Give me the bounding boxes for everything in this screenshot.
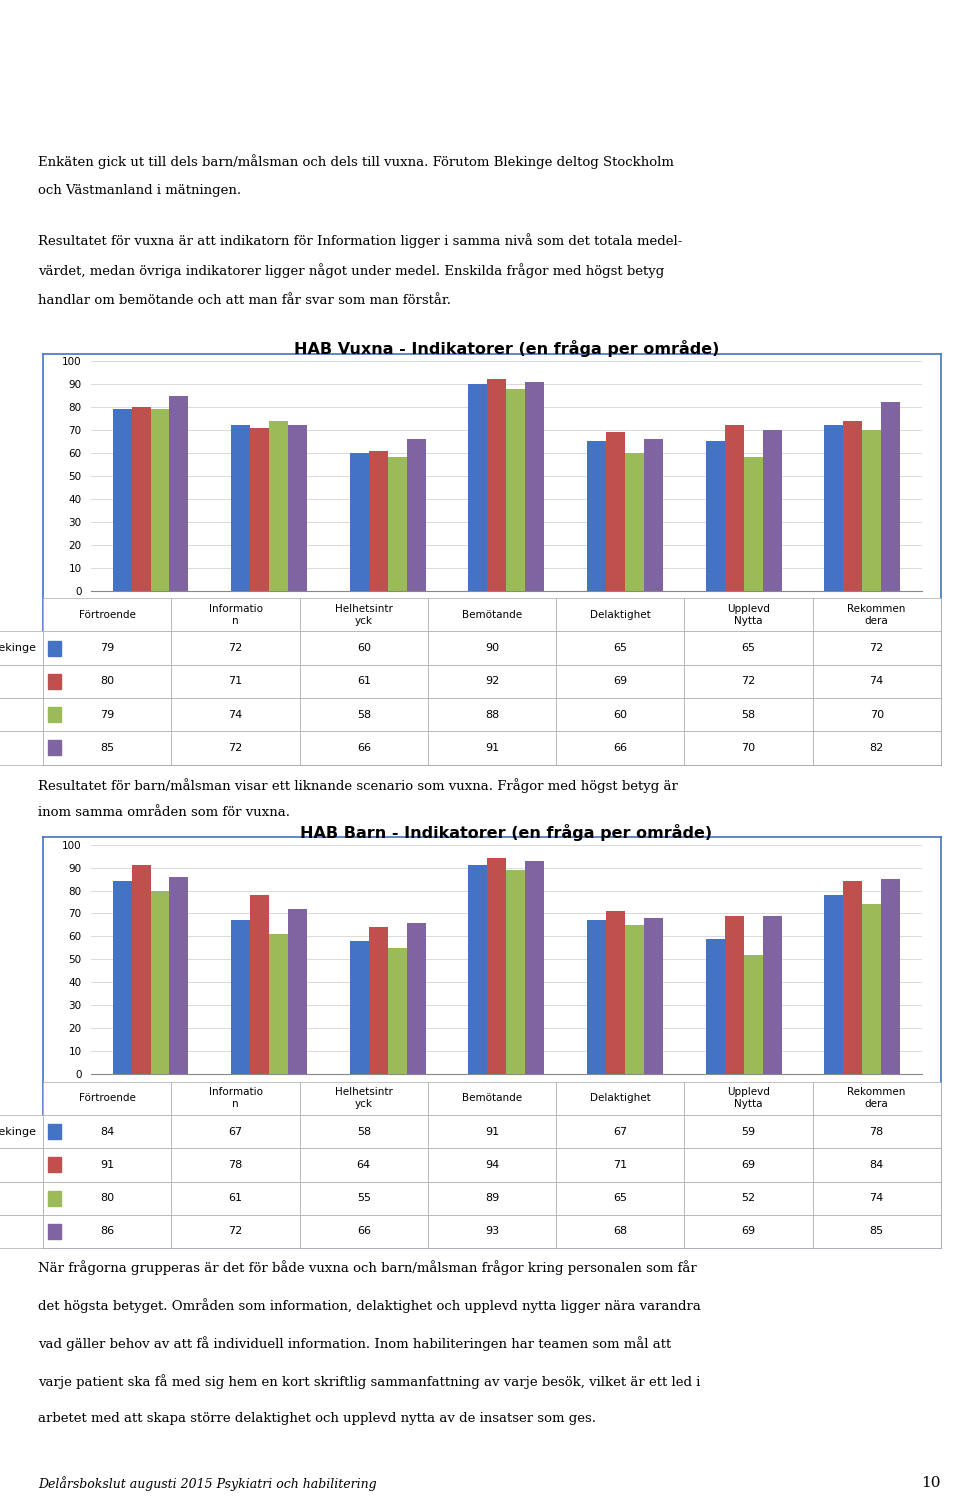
Bar [48, 707, 61, 722]
Text: När frågorna grupperas är det för både vuxna och barn/målsman frågor kring perso: När frågorna grupperas är det för både v… [38, 1260, 697, 1275]
Bar [48, 1224, 61, 1239]
Bar [507, 388, 525, 591]
Text: Enkäten gick ut till dels barn/målsman och dels till vuxna. Förutom Blekinge del: Enkäten gick ut till dels barn/målsman o… [38, 154, 674, 169]
Bar [48, 1157, 61, 1173]
Bar [588, 441, 606, 591]
Text: Resultatet för barn/målsman visar ett liknande scenario som vuxna. Frågor med hö: Resultatet för barn/målsman visar ett li… [38, 778, 679, 793]
Text: arbetet med att skapa större delaktighet och upplevd nytta av de insatser som ge: arbetet med att skapa större delaktighet… [38, 1413, 596, 1425]
Bar [706, 938, 725, 1074]
Text: det högsta betyget. Områden som information, delaktighet och upplevd nytta ligge: det högsta betyget. Områden som informat… [38, 1298, 701, 1313]
Bar [231, 426, 251, 591]
Bar [251, 428, 269, 591]
Bar [48, 740, 61, 756]
Bar [825, 895, 843, 1074]
Bar [468, 866, 488, 1074]
Bar [468, 384, 488, 591]
Bar [744, 458, 762, 591]
Bar [488, 379, 507, 591]
Bar [48, 1124, 61, 1139]
Bar [369, 928, 388, 1074]
Text: Delårsbokslut augusti 2015 Psykiatri och habilitering: Delårsbokslut augusti 2015 Psykiatri och… [38, 1476, 377, 1491]
Title: HAB Barn - Indikatorer (en fråga per område): HAB Barn - Indikatorer (en fråga per omr… [300, 823, 712, 840]
Bar [112, 881, 132, 1074]
Bar [843, 881, 862, 1074]
Bar [369, 450, 388, 591]
Text: vad gäller behov av att få individuell information. Inom habiliteringen har team: vad gäller behov av att få individuell i… [38, 1336, 672, 1351]
Bar [48, 641, 61, 656]
Bar [625, 925, 644, 1074]
Bar [706, 441, 725, 591]
Bar [251, 895, 269, 1074]
Bar [132, 406, 151, 591]
Bar [349, 941, 369, 1074]
Bar [525, 382, 544, 591]
Bar [288, 426, 307, 591]
Bar [269, 934, 288, 1074]
Bar [588, 920, 606, 1074]
Bar [407, 923, 425, 1074]
Bar [862, 431, 881, 591]
Bar [151, 890, 170, 1074]
Bar [725, 916, 744, 1074]
Text: Resultatet för vuxna är att indikatorn för Information ligger i samma nivå som d: Resultatet för vuxna är att indikatorn f… [38, 233, 683, 248]
Bar [48, 674, 61, 689]
Bar [525, 861, 544, 1074]
Bar [862, 904, 881, 1074]
Bar [843, 420, 862, 591]
Bar [170, 396, 188, 591]
Bar [606, 911, 625, 1074]
Bar [388, 458, 407, 591]
Bar [725, 426, 744, 591]
Bar [488, 858, 507, 1074]
Bar [132, 866, 151, 1074]
Bar [151, 409, 170, 591]
Bar [881, 879, 900, 1074]
Bar [288, 910, 307, 1074]
Bar [762, 431, 781, 591]
Bar [825, 426, 843, 591]
Text: varje patient ska få med sig hem en kort skriftlig sammanfattning av varje besök: varje patient ska få med sig hem en kort… [38, 1373, 701, 1389]
Bar [170, 876, 188, 1074]
Bar [269, 420, 288, 591]
Bar [744, 955, 762, 1074]
Bar [606, 432, 625, 591]
Bar [349, 453, 369, 591]
Bar [644, 919, 663, 1074]
Bar [625, 453, 644, 591]
Title: HAB Vuxna - Indikatorer (en fråga per område): HAB Vuxna - Indikatorer (en fråga per om… [294, 340, 719, 357]
Text: och Västmanland i mätningen.: och Västmanland i mätningen. [38, 184, 242, 198]
Bar [881, 402, 900, 591]
Text: handlar om bemötande och att man får svar som man förstår.: handlar om bemötande och att man får sva… [38, 295, 451, 307]
Bar [762, 916, 781, 1074]
Bar [112, 409, 132, 591]
Text: inom samma områden som för vuxna.: inom samma områden som för vuxna. [38, 805, 290, 819]
Bar [644, 440, 663, 591]
Bar [407, 440, 425, 591]
Text: 10: 10 [922, 1476, 941, 1490]
Bar [507, 870, 525, 1074]
Text: värdet, medan övriga indikatorer ligger något under medel. Enskilda frågor med h: värdet, medan övriga indikatorer ligger … [38, 263, 664, 278]
Bar [388, 947, 407, 1074]
Bar [48, 1191, 61, 1206]
Bar [231, 920, 251, 1074]
